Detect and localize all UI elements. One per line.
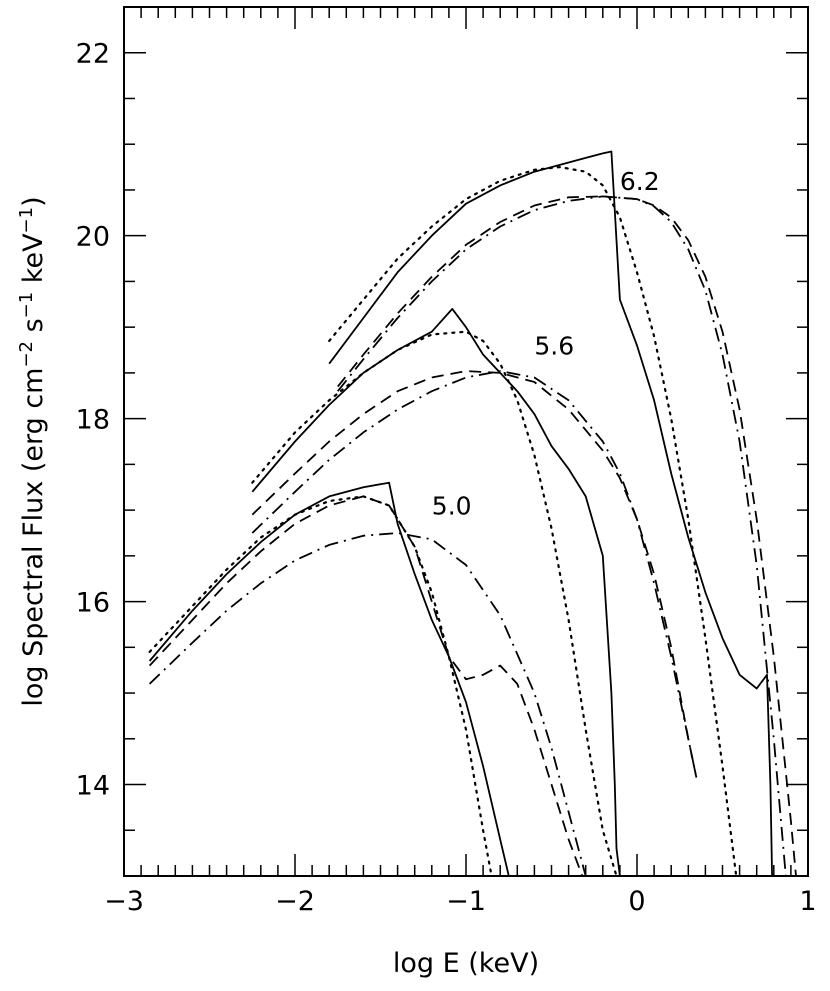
series-line-5-0-dashed: [148, 495, 584, 876]
series-line-5-0-dashdot: [148, 532, 587, 876]
series-label: 5.0: [432, 492, 472, 521]
series-line-5-6-dashed: [251, 370, 698, 781]
axis-ticks: [123, 6, 809, 877]
series-line-6-2-dashdot: [337, 195, 787, 876]
series-group: [148, 150, 797, 876]
y-tick-label: 22: [76, 39, 110, 70]
x-tick-label: −1: [446, 886, 486, 917]
series-line-5-6-dashdot: [251, 370, 698, 781]
y-axis-label: log Spectral Flux (erg cm−2 s−1 keV−1): [16, 196, 49, 706]
series-line-6-2-solid: [328, 150, 773, 876]
series-label: 5.6: [534, 332, 574, 361]
y-tick-label: 14: [76, 771, 110, 802]
y-axis-label-sup: −1: [16, 292, 37, 319]
x-tick-label: −3: [104, 886, 144, 917]
y-axis-label-part: keV: [18, 233, 49, 292]
plot-frame: [123, 6, 809, 877]
x-axis-label: log E (keV): [393, 948, 539, 979]
series-line-6-2-dashed: [337, 195, 797, 876]
series-line-5-0-dotted: [148, 495, 493, 876]
y-axis-label-part: s: [18, 318, 49, 341]
y-tick-label: 18: [76, 405, 110, 436]
y-axis-label-sup: −1: [16, 207, 37, 234]
tick-labels: −3 −2 −1 0 1 14 16 18 20 22: [76, 39, 817, 917]
series-labels: 6.2 5.6 5.0: [432, 167, 660, 521]
y-tick-label: 16: [76, 588, 110, 619]
y-axis-label-part: log Spectral Flux (erg cm: [18, 368, 49, 707]
x-tick-label: −2: [275, 886, 315, 917]
y-axis-label-sup: −2: [16, 341, 37, 368]
series-line-5-6-dotted: [251, 330, 618, 876]
series-line-6-2-dotted: [328, 166, 738, 876]
series-line-5-0-solid: [148, 481, 510, 876]
series-line-5-6-solid: [251, 308, 621, 876]
x-tick-label: 0: [628, 886, 645, 917]
x-tick-label: 1: [799, 886, 816, 917]
series-label: 6.2: [620, 167, 660, 196]
y-axis-label-part: ): [18, 196, 49, 207]
y-tick-label: 20: [76, 222, 110, 253]
